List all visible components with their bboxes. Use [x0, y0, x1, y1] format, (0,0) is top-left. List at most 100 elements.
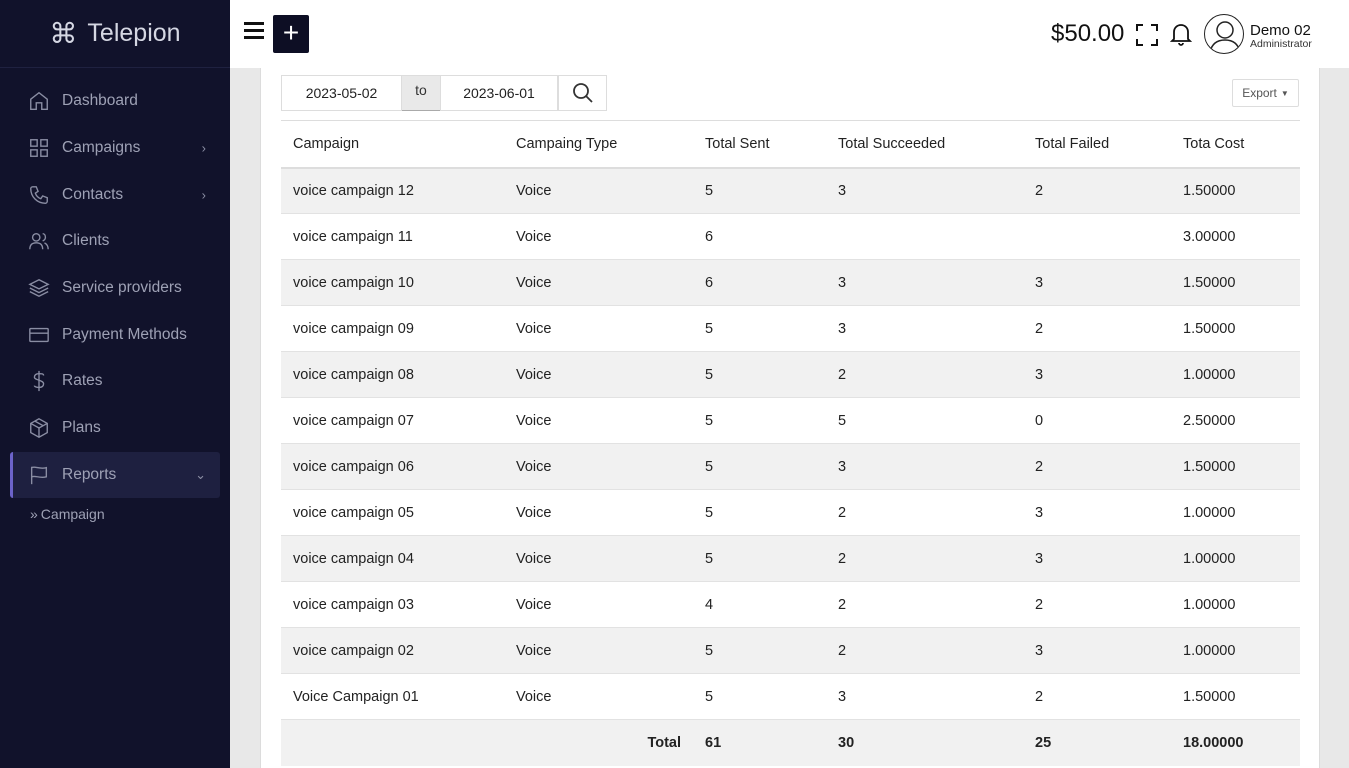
cell-type: Voice — [504, 213, 693, 260]
table-row[interactable]: voice campaign 09 Voice 5 3 2 1.50000 — [281, 305, 1300, 352]
table-row[interactable]: voice campaign 06 Voice 5 3 2 1.50000 — [281, 443, 1300, 490]
cell-total-sent: 5 — [693, 351, 826, 398]
package-icon — [28, 417, 50, 439]
cell-total-sent: 5 — [693, 627, 826, 674]
cell-total-cost: 3.00000 — [1171, 213, 1300, 260]
table-row[interactable]: voice campaign 03 Voice 4 2 2 1.00000 — [281, 581, 1300, 628]
sidebar-item-label: Contacts — [62, 185, 124, 203]
sidebar-item-label: Campaigns — [62, 139, 141, 157]
sidebar-item-payment-methods[interactable]: Payment Methods — [10, 311, 220, 358]
table-row[interactable]: voice campaign 11 Voice 6 3.00000 — [281, 213, 1300, 260]
sidebar-item-rates[interactable]: Rates — [10, 358, 220, 405]
cell-total-succeeded: 3 — [826, 259, 1023, 306]
table-row[interactable]: voice campaign 08 Voice 5 2 3 1.00000 — [281, 351, 1300, 398]
sidebar-item-label: Plans — [62, 419, 101, 437]
cell-total-sent: 5 — [693, 443, 826, 490]
cell-campaign: voice campaign 07 — [281, 397, 504, 444]
balance: $50.00 — [1051, 20, 1125, 47]
brand[interactable]: ⌘ Telepion — [0, 0, 230, 68]
sidebar-item-plans[interactable]: Plans — [10, 405, 220, 452]
sidebar-subitem-campaign[interactable]: » Campaign — [30, 498, 230, 530]
table-row[interactable]: voice campaign 12 Voice 5 3 2 1.50000 — [281, 167, 1300, 214]
table-row[interactable]: voice campaign 07 Voice 5 5 0 2.50000 — [281, 397, 1300, 444]
cell-type: Voice — [504, 397, 693, 444]
cell-total-succeeded: 2 — [826, 535, 1023, 582]
top-header: + $50.00 Demo 02 Administrator — [230, 0, 1349, 68]
bell-icon[interactable] — [1169, 22, 1193, 46]
table-row[interactable]: Voice Campaign 01 Voice 5 3 2 1.50000 — [281, 673, 1300, 720]
column-header-total-succeeded[interactable]: Total Succeeded — [826, 120, 1023, 169]
table-row[interactable]: voice campaign 10 Voice 6 3 3 1.50000 — [281, 259, 1300, 306]
sidebar-item-service-providers[interactable]: Service providers — [10, 265, 220, 312]
column-header-total-sent[interactable]: Total Sent — [693, 120, 826, 169]
sidebar-item-label: Rates — [62, 372, 103, 390]
grid-icon — [28, 137, 50, 159]
cell-total-sent: 5 — [693, 535, 826, 582]
search-button[interactable] — [558, 75, 607, 111]
sidebar-item-label: Clients — [62, 232, 110, 250]
cell-total-cost: 1.00000 — [1171, 627, 1300, 674]
cell-type: Voice — [504, 673, 693, 720]
flag-icon — [28, 464, 50, 486]
cell-total-sent: 5 — [693, 673, 826, 720]
cell-total-cost: 1.50000 — [1171, 443, 1300, 490]
sidebar-item-reports[interactable]: Reports ⌄ — [10, 451, 220, 499]
date-to-input[interactable]: 2023-06-01 — [440, 75, 558, 111]
cell-total-succeeded — [826, 213, 1023, 260]
cell-type: Voice — [504, 443, 693, 490]
cell-total-sent: 4 — [693, 581, 826, 628]
sidebar-item-label: Reports — [62, 465, 117, 483]
add-button[interactable]: + — [273, 15, 309, 53]
user-name[interactable]: Demo 02 — [1250, 22, 1311, 39]
date-filter: 2023-05-02 to 2023-06-01 — [281, 75, 607, 111]
cell-total-succeeded: 2 — [826, 351, 1023, 398]
menu-toggle-icon[interactable] — [244, 22, 264, 44]
export-button[interactable]: Export ▼ — [1232, 79, 1299, 107]
table-row[interactable]: voice campaign 02 Voice 5 2 3 1.00000 — [281, 627, 1300, 674]
avatar[interactable] — [1204, 14, 1244, 54]
column-header-total-cost[interactable]: Tota Cost — [1171, 120, 1300, 169]
date-range-separator: to — [402, 75, 440, 111]
table-row[interactable]: voice campaign 05 Voice 5 2 3 1.00000 — [281, 489, 1300, 536]
cell-total-failed: 3 — [1023, 351, 1171, 398]
cell-campaign: voice campaign 02 — [281, 627, 504, 674]
cell-total-failed: 2 — [1023, 443, 1171, 490]
cell-campaign: voice campaign 05 — [281, 489, 504, 536]
cell-total-failed: 0 — [1023, 397, 1171, 444]
cell-total-failed: 2 — [1023, 167, 1171, 214]
column-header-campaign[interactable]: Campaign — [281, 120, 504, 169]
cell-total-failed: 2 — [1023, 673, 1171, 720]
date-from-input[interactable]: 2023-05-02 — [281, 75, 402, 111]
cell-total-failed: 3 — [1023, 627, 1171, 674]
chevron-right-icon: › — [201, 140, 206, 156]
cell-total-sent: 5 — [693, 397, 826, 444]
cell-total-cost: 1.50000 — [1171, 259, 1300, 306]
cell-total-failed: 3 — [1023, 259, 1171, 306]
cell-campaign: voice campaign 06 — [281, 443, 504, 490]
cell-total-succeeded: 5 — [826, 397, 1023, 444]
total-succeeded: 30 — [826, 719, 1023, 766]
sidebar-item-contacts[interactable]: Contacts › — [10, 171, 220, 218]
cell-total-cost: 1.00000 — [1171, 351, 1300, 398]
table-row[interactable]: voice campaign 04 Voice 5 2 3 1.00000 — [281, 535, 1300, 582]
sidebar-item-clients[interactable]: Clients — [10, 218, 220, 265]
totals-label: Total — [281, 719, 693, 766]
sidebar-item-label: Service providers — [62, 279, 182, 297]
export-label: Export — [1242, 86, 1277, 100]
sidebar-item-dashboard[interactable]: Dashboard — [10, 78, 220, 125]
sidebar-item-campaigns[interactable]: Campaigns › — [10, 125, 220, 172]
cell-campaign: voice campaign 12 — [281, 167, 504, 214]
caret-down-icon: ▼ — [1280, 88, 1289, 98]
fullscreen-icon[interactable] — [1136, 24, 1158, 46]
cell-total-succeeded: 3 — [826, 673, 1023, 720]
table-body: voice campaign 12 Voice 5 3 2 1.50000 voice ca… — [281, 167, 1300, 720]
cell-total-sent: 6 — [693, 213, 826, 260]
cell-total-failed — [1023, 213, 1171, 260]
chevron-right-icon: › — [201, 187, 206, 203]
cell-total-succeeded: 2 — [826, 627, 1023, 674]
cell-total-succeeded: 2 — [826, 489, 1023, 536]
cell-total-succeeded: 3 — [826, 305, 1023, 352]
cell-campaign: voice campaign 10 — [281, 259, 504, 306]
column-header-type[interactable]: Campaing Type — [504, 120, 693, 169]
column-header-total-failed[interactable]: Total Failed — [1023, 120, 1171, 169]
